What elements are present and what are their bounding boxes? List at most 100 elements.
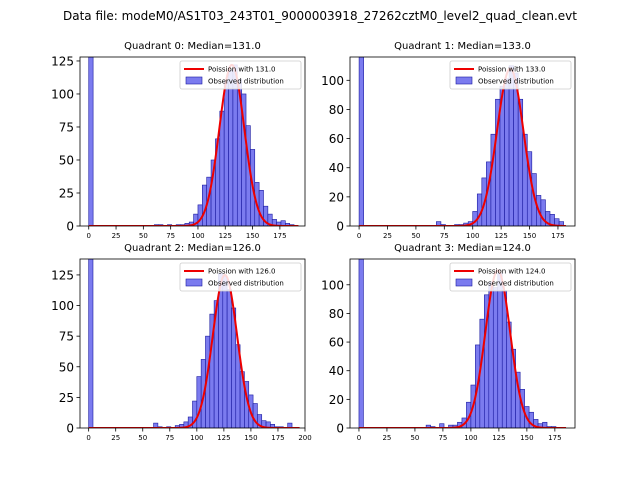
- quadrant-2-xtick-label: 75: [165, 434, 174, 442]
- quadrant-0-plot-area: [88, 57, 299, 226]
- quadrant-1-ytick-label: 100: [321, 74, 344, 88]
- quadrant-2-xtick-label: 100: [190, 434, 203, 442]
- quadrant-1-panel: Quadrant 1: Median=133.0 0 25 50 75 100 125 150…: [321, 41, 576, 240]
- quadrant-3-bar: [358, 259, 364, 428]
- quadrant-0-xtick-label: 0: [87, 232, 91, 240]
- quadrant-3-ytick-label: 20: [329, 393, 344, 407]
- quadrant-3-xtick-label: 100: [464, 434, 477, 442]
- quadrant-0-xtick-label: 150: [246, 232, 259, 240]
- quadrant-0-legend-hist-label: Observed distribution: [208, 78, 284, 86]
- quadrant-0-bar: [219, 110, 225, 226]
- quadrant-0-bar: [258, 190, 264, 226]
- quadrant-0-xtick-label: 125: [219, 232, 232, 240]
- quadrant-3-xtick-label: 175: [548, 434, 561, 442]
- quadrant-0-panel: Quadrant 0: Median=131.0 0 25 50 75 100 125 150…: [51, 41, 306, 240]
- quadrant-2-legend-box: [179, 262, 302, 292]
- quadrant-3-xtick-label: 150: [520, 434, 533, 442]
- quadrant-1-ytick-label: 0: [336, 220, 344, 234]
- quadrant-0-bar: [88, 57, 94, 226]
- quadrant-0-legend-box: [179, 60, 302, 90]
- quadrant-0-xtick-label: 50: [139, 232, 148, 240]
- quadrant-3-legend-hist-swatch: [455, 278, 473, 287]
- quadrant-0-ytick-label: 75: [59, 120, 74, 134]
- quadrant-3-bar: [492, 287, 499, 428]
- quadrant-0-xtick-label: 175: [273, 232, 286, 240]
- quadrant-2-ytick-label: 25: [59, 391, 74, 405]
- quadrant-0-title: Quadrant 0: Median=131.0: [124, 41, 261, 52]
- quadrant-3-ytick-label: 40: [329, 364, 344, 378]
- quadrant-3-ytick-label: 60: [329, 336, 344, 350]
- quadrant-0-bar: [223, 80, 229, 226]
- quadrant-2-panel: Quadrant 2: Median=126.0 0 25 50 75 100 125 150…: [51, 243, 312, 442]
- quadrant-3-xtick-label: 75: [438, 434, 447, 442]
- quadrant-3-ytick-label: 80: [329, 307, 344, 321]
- quadrant-1-legend-hist-swatch: [455, 76, 473, 85]
- quadrant-0-ytick-label: 125: [51, 54, 74, 68]
- quadrant-2-bar: [196, 376, 202, 428]
- quadrant-3-legend-box: [449, 262, 572, 292]
- quadrant-0-xtick-label: 75: [166, 232, 175, 240]
- quadrant-0-legend: Poission with 131.0 Observed distribution: [179, 60, 302, 90]
- quadrant-2-bar: [88, 259, 94, 428]
- quadrant-1-xtick-label: 50: [411, 232, 420, 240]
- quadrant-2-title: Quadrant 2: Median=126.0: [124, 243, 261, 254]
- quadrant-1-bar: [508, 65, 514, 226]
- quadrant-2-legend-fit-label: Poission with 126.0: [208, 268, 276, 276]
- quadrant-2-xtick-label: 50: [138, 434, 147, 442]
- quadrant-3-xtick-label: 0: [357, 434, 361, 442]
- quadrant-1-legend-fit-label: Poission with 133.0: [478, 66, 546, 74]
- quadrant-1-legend: Poission with 133.0 Observed distribution: [449, 60, 572, 90]
- quadrant-1-xtick-label: 25: [383, 232, 392, 240]
- quadrant-0-legend-hist-swatch: [185, 76, 203, 85]
- quadrant-1-xtick-label: 150: [523, 232, 536, 240]
- quadrant-2-legend: Poission with 126.0 Observed distribution: [179, 262, 302, 292]
- quadrant-2-fit-line: [88, 273, 300, 428]
- quadrant-1-title: Quadrant 1: Median=133.0: [394, 41, 531, 52]
- quadrant-3-plot-area: [358, 259, 567, 428]
- quadrant-3-xtick-label: 25: [382, 434, 391, 442]
- quadrant-1-ytick-label: 20: [329, 190, 344, 204]
- quadrant-3-xtick-label: 50: [410, 434, 419, 442]
- quadrant-3-ytick-label: 100: [321, 278, 344, 292]
- quadrant-2-ytick-label: 75: [59, 330, 74, 344]
- quadrant-2-ytick-label: 125: [51, 268, 74, 282]
- quadrant-1-legend-hist-label: Observed distribution: [478, 78, 554, 86]
- quadrant-1-xtick-label: 75: [440, 232, 449, 240]
- quadrant-0-ytick-label: 0: [66, 220, 74, 234]
- quadrant-1-xtick-label: 175: [551, 232, 564, 240]
- quadrant-1-legend-box: [449, 60, 572, 90]
- quadrant-0-bar: [228, 69, 234, 226]
- quadrant-1-xtick-label: 100: [466, 232, 479, 240]
- quadrant-0-ytick-label: 100: [51, 87, 74, 101]
- quadrant-3-axes-frame: [349, 258, 576, 429]
- quadrant-2-ytick-label: 0: [66, 422, 74, 436]
- quadrant-2-bar: [226, 289, 232, 428]
- quadrant-0-ytick-label: 50: [59, 153, 74, 167]
- panels: Quadrant 0: Median=131.0 0 25 50 75 100 125 150…: [51, 41, 576, 442]
- quadrant-1-ytick-label: 40: [329, 161, 344, 175]
- quadrant-1-xtick-label: 0: [357, 232, 361, 240]
- quadrant-3-legend-hist-label: Observed distribution: [478, 280, 554, 288]
- quadrant-0-ytick-label: 25: [59, 186, 74, 200]
- quadrant-2-bar: [222, 275, 228, 428]
- quadrant-1-ytick-label: 60: [329, 132, 344, 146]
- quadrant-1-ytick-label: 80: [329, 103, 344, 117]
- quadrant-2-ytick-label: 50: [59, 360, 74, 374]
- quadrant-1-fit-line: [359, 67, 566, 226]
- quadrant-3-legend-fit-label: Poission with 124.0: [478, 268, 546, 276]
- quadrant-0-xtick-label: 100: [191, 232, 204, 240]
- quadrant-3-title: Quadrant 3: Median=124.0: [394, 243, 531, 254]
- quadrant-1-xtick-label: 125: [494, 232, 507, 240]
- quadrant-0-xtick-label: 25: [112, 232, 121, 240]
- quadrant-2-legend-hist-label: Observed distribution: [208, 280, 284, 288]
- quadrant-2-xtick-label: 200: [298, 434, 311, 442]
- quadrant-0-fit-line: [88, 63, 299, 226]
- quadrant-2-axes-frame: [79, 258, 306, 429]
- quadrant-3-xtick-label: 125: [492, 434, 505, 442]
- quadrant-1-bar: [504, 78, 510, 226]
- quadrant-2-legend-hist-swatch: [185, 278, 203, 287]
- quadrant-1-axes-frame: [349, 56, 576, 227]
- quadrant-2-xtick-label: 125: [217, 434, 230, 442]
- quadrant-0-axes-frame: [79, 56, 306, 227]
